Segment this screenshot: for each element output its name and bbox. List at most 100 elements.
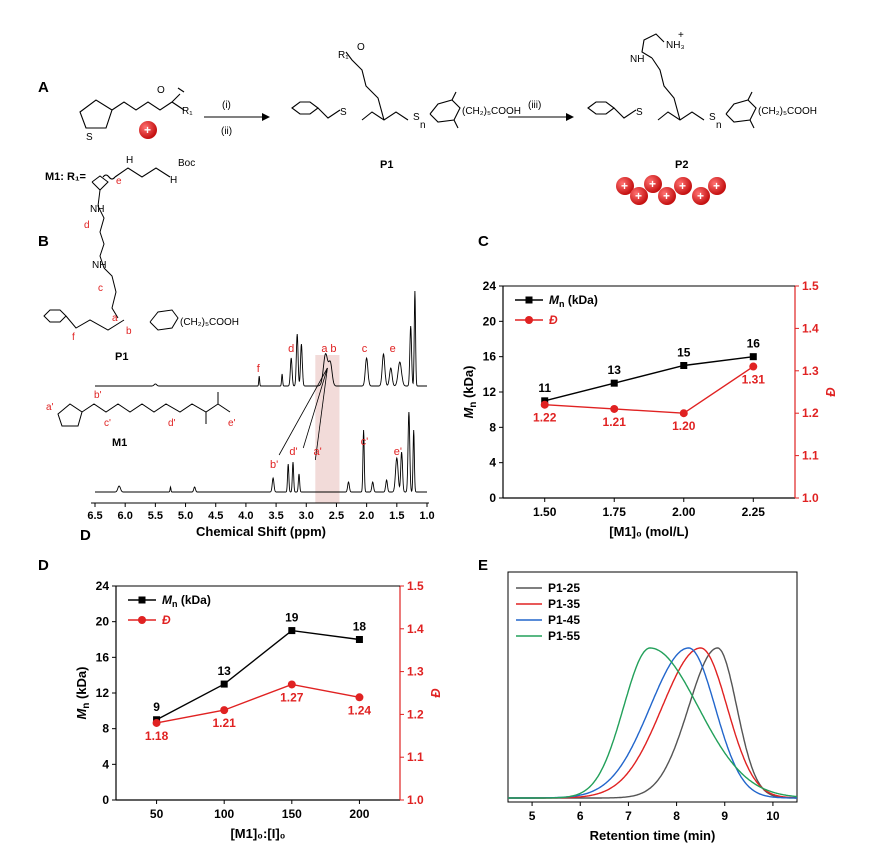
monomer-cation-icon: +	[139, 121, 157, 139]
y2-axis-label: Đ	[428, 688, 443, 698]
y2-tick-label: 1.2	[802, 406, 819, 420]
m1-letter-d: d'	[168, 418, 176, 429]
y-tick-label: 16	[96, 650, 110, 664]
dispersity-point	[540, 400, 549, 409]
p2-n: n	[716, 120, 722, 131]
p2-structure	[587, 33, 757, 129]
panel-label-d: D	[38, 557, 49, 574]
p1-s2: S	[413, 112, 420, 123]
nmr-tick-label: 2.0	[359, 510, 374, 522]
p1-r1: R₁	[338, 50, 349, 61]
y-tick-label: 12	[483, 385, 497, 399]
p1-peak-letter: c	[362, 343, 368, 355]
m1-peak-letter: e'	[394, 446, 402, 458]
x-tick-label: 6	[577, 809, 584, 823]
chart-e: 5 6 7 8 9 10 Retention time (min) P1-25 P1-35 P1-…	[507, 571, 798, 843]
dispersity-data-label: 1.27	[280, 690, 304, 704]
p1-letter-f: f	[72, 332, 75, 343]
nmr-tick-label: 5.0	[178, 510, 193, 522]
mn-series-line	[544, 355, 754, 402]
nmr-tick-label: 4.0	[238, 510, 253, 522]
panel-label-e: E	[478, 557, 488, 574]
nmr-tick-label: 6.0	[118, 510, 133, 522]
y-tick-label: 24	[483, 279, 497, 293]
svg-text:+: +	[663, 189, 670, 203]
x-tick-label: 5	[529, 809, 536, 823]
dispersity-data-label: 1.24	[348, 703, 372, 717]
y2-tick-label: 1.1	[407, 750, 424, 764]
m1-spectrum	[95, 411, 427, 493]
gpc-trace-p1-25	[508, 647, 797, 799]
y-tick-label: 0	[489, 491, 496, 505]
r1-nh-bottom: H	[170, 175, 177, 186]
y-tick-label: 4	[489, 456, 496, 470]
p1-letter-a: a	[112, 313, 118, 324]
x-tick-label: 200	[349, 807, 369, 821]
m1-peak-letter: b'	[270, 459, 278, 471]
y-tick-label: 0	[102, 793, 109, 807]
nmr-m1-structure	[57, 392, 231, 427]
dispersity-point	[355, 693, 364, 702]
p2-tail: (CH₂)₅COOH	[758, 106, 817, 117]
nmr-spectra: 6.5 6.0 5.5 5.0 4.5 4.0 3.5 3.0 2.5 2.0 1.5 1.0 Chem…	[87, 290, 435, 539]
nmr-x-label: Chemical Shift (ppm)	[196, 524, 326, 539]
panel-d: D 50 100 150 200 0 4 8 12 16 20 24 1.0 1.1 1.2 1.3 1.4 1…	[38, 557, 443, 841]
mn-point	[680, 362, 688, 369]
y-tick-label: 16	[483, 350, 497, 364]
dispersity-point	[287, 680, 296, 689]
svg-text:+: +	[649, 177, 656, 191]
mn-point	[288, 627, 296, 635]
assignment-arrow	[314, 367, 328, 461]
dispersity-point	[749, 362, 758, 371]
nmr-p1-tail: (CH₂)₅COOH	[180, 317, 239, 328]
monomer-ring-s: S	[86, 132, 93, 143]
p2-nh: NH	[630, 54, 644, 65]
y2-tick-label: 1.4	[407, 622, 424, 636]
dispersity-data-label: 1.18	[145, 729, 169, 743]
cation-ball-icon: +	[674, 177, 692, 195]
dispersity-point	[610, 404, 619, 413]
x-tick-label: 10	[766, 809, 780, 823]
y2-tick-label: 1.5	[802, 279, 819, 293]
y-axis-label: Mn (kDa)	[74, 667, 92, 720]
p1-nh-1: NH	[90, 204, 104, 215]
cation-ball-icon: +	[658, 187, 676, 205]
mn-point	[355, 636, 363, 643]
legend-mn-text: Mn (kDa)	[549, 293, 598, 309]
legend-mn-marker	[138, 596, 146, 604]
p2-label: P2	[675, 159, 688, 171]
m1-peak-letter: d'	[289, 446, 297, 458]
nmr-tick-label: 6.5	[87, 510, 102, 522]
x-axis-label: [M1]₀:[I]₀	[230, 826, 285, 841]
y2-tick-label: 1.0	[407, 793, 424, 807]
panel-label-b: B	[38, 233, 49, 250]
mn-series-line	[156, 629, 360, 721]
x-tick-label: 7	[625, 809, 632, 823]
p2-s1: S	[636, 107, 643, 118]
panel-b: B e d c a b f NH NH (CH₂)₅COOH P1 a' b'	[38, 175, 435, 544]
dispersity-data-label: 1.21	[603, 415, 627, 429]
m1-letter-e: e'	[228, 418, 236, 429]
monomer-r1-definition: M1: R₁=	[45, 171, 86, 183]
p1-tail: (CH₂)₅COOH	[462, 106, 521, 117]
dispersity-point	[152, 718, 161, 727]
r1-substituent	[102, 167, 171, 180]
svg-text:+: +	[621, 179, 628, 193]
monomer-structure	[79, 87, 185, 129]
m1-peak-letter: c'	[361, 436, 369, 448]
x-axis-label: [M1]₀ (mol/L)	[609, 524, 689, 539]
dispersity-series-line	[544, 365, 754, 414]
cation-ball-icon: +	[708, 177, 726, 195]
x-tick-label: 150	[282, 807, 302, 821]
nmr-tick-label: 1.0	[419, 510, 434, 522]
legend-label: P1-35	[548, 597, 580, 611]
assignment-arrow	[278, 367, 328, 456]
x-tick-label: 8	[673, 809, 680, 823]
p1-letter-e: e	[116, 176, 122, 187]
legend-label: P1-55	[548, 629, 580, 643]
x-tick-label: 1.75	[603, 505, 627, 519]
y2-tick-label: 1.4	[802, 321, 819, 335]
cation-ball-icon: +	[692, 187, 710, 205]
p1-letter-b: b	[126, 326, 132, 337]
